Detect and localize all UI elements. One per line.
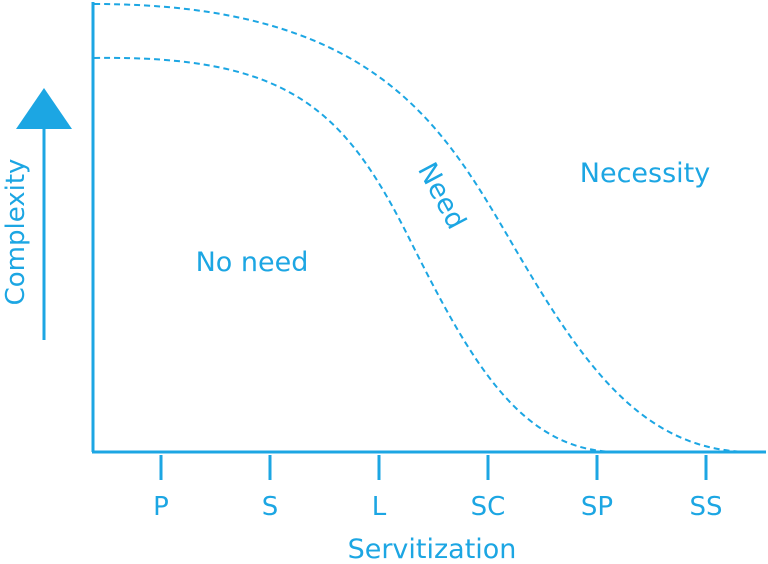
x-tick-label: SP	[581, 492, 613, 522]
x-tick-label: S	[262, 492, 279, 522]
x-tick-label: SC	[471, 492, 506, 522]
upper-boundary-curve	[93, 3, 753, 453]
region-label-no-need: No need	[196, 247, 309, 278]
x-tick-label: P	[153, 492, 169, 522]
region-label-need: Need	[411, 158, 471, 235]
x-axis-label: Servitization	[348, 534, 517, 564]
x-tick-label: L	[372, 492, 387, 522]
region-label-necessity: Necessity	[580, 158, 710, 189]
x-tick-label: SS	[689, 492, 722, 522]
lower-boundary-curve	[93, 56, 616, 453]
arrow-up-icon-head	[16, 88, 72, 129]
arrow-up-icon	[16, 88, 72, 340]
y-axis-label: Complexity	[1, 159, 31, 306]
